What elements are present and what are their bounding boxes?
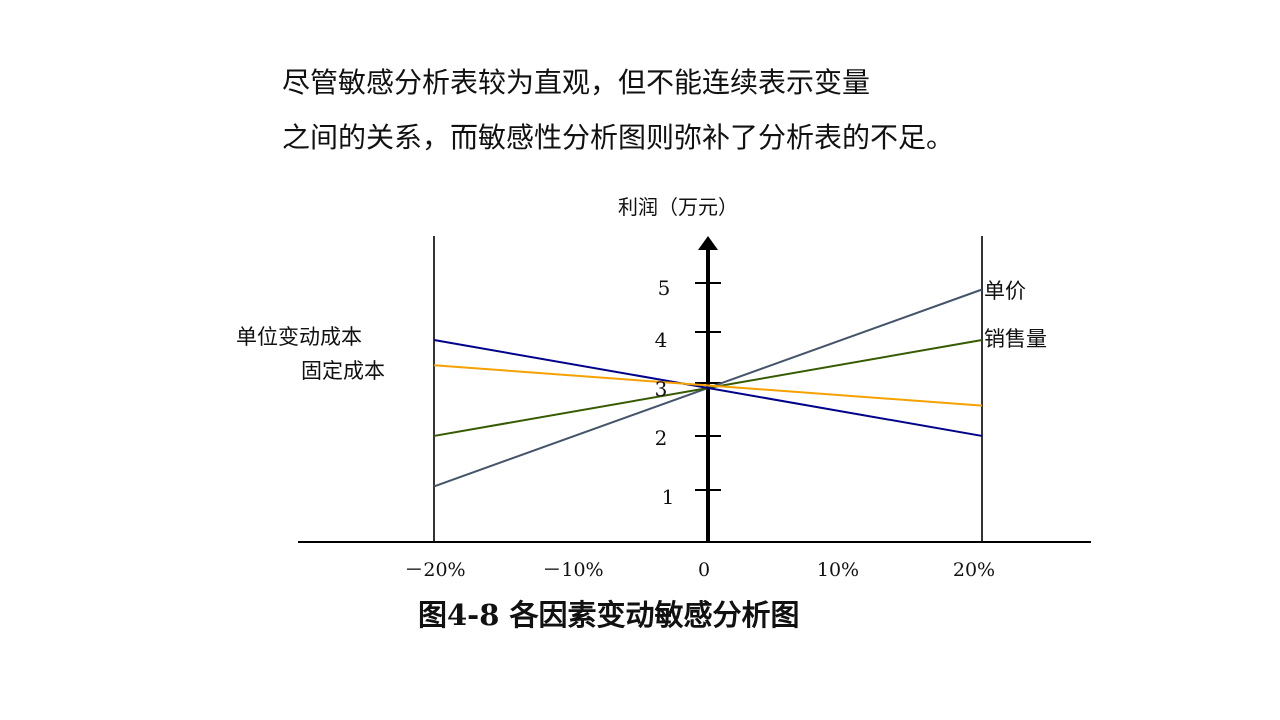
- y-axis-title: 利润（万元）: [618, 195, 738, 219]
- figure-caption: 图4-8 各因素变动敏感分析图: [418, 598, 800, 632]
- series-label-2: 单位变动成本: [236, 325, 362, 349]
- y-tick-label-1: 1: [662, 485, 675, 509]
- y-tick-label-5: 5: [658, 276, 671, 300]
- chart-series: [433, 288, 983, 488]
- x-tick-label-4: 20%: [953, 559, 995, 581]
- x-tick-label-1: －10%: [542, 559, 603, 581]
- y-tick-label-2: 2: [655, 426, 668, 450]
- paragraph-line-2: 之间的关系，而敏感性分析图则弥补了分析表的不足。: [282, 121, 955, 154]
- chart-ticks: [695, 282, 721, 491]
- x-tick-label-2: 0: [698, 559, 710, 581]
- series-label-1: 销售量: [984, 327, 1047, 351]
- series-line-3: [433, 364, 983, 407]
- y-tick-label-3: 3: [655, 377, 668, 401]
- series-label-3: 固定成本: [301, 359, 385, 383]
- y-tick-label-4: 4: [655, 328, 668, 352]
- series-line-2: [433, 339, 983, 437]
- paragraph-line-1: 尽管敏感分析表较为直观，但不能连续表示变量: [282, 66, 871, 99]
- series-label-0: 单价: [984, 279, 1026, 303]
- y-axis-arrow-icon: [698, 236, 718, 250]
- x-tick-label-3: 10%: [817, 559, 859, 581]
- x-tick-label-0: －20%: [404, 559, 465, 581]
- chart-axes: [298, 236, 1091, 543]
